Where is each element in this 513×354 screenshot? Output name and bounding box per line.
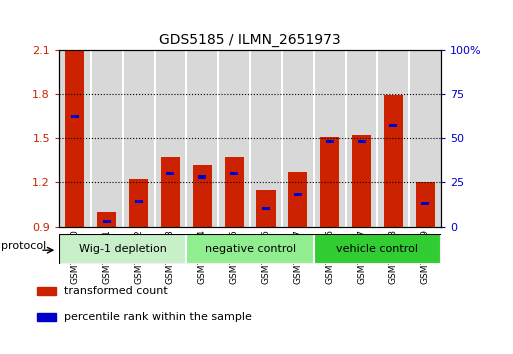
Bar (416, 182, 435, 227)
Bar (384, 95, 403, 227)
Bar (199, 175, 206, 179)
Bar (186, 50, 218, 227)
Bar (186, 234, 314, 264)
Bar (97, 212, 116, 227)
Bar (91, 50, 123, 227)
Bar (409, 50, 441, 227)
Bar (218, 50, 250, 227)
Bar (352, 135, 371, 227)
Text: vehicle control: vehicle control (337, 244, 419, 254)
Bar (250, 50, 282, 227)
Bar (59, 50, 91, 227)
Bar (129, 179, 148, 227)
Bar (193, 165, 212, 227)
Bar (314, 234, 441, 264)
Bar (288, 172, 307, 227)
Bar (326, 140, 333, 143)
Bar (421, 202, 429, 205)
Bar (314, 50, 346, 227)
Bar (167, 172, 174, 175)
Bar (294, 193, 302, 196)
Bar (103, 219, 111, 223)
Bar (389, 124, 398, 127)
Bar (123, 50, 154, 227)
Text: percentile rank within the sample: percentile rank within the sample (64, 312, 252, 322)
Bar (262, 207, 270, 211)
Bar (134, 200, 143, 204)
Bar (282, 50, 314, 227)
Bar (358, 140, 366, 143)
Bar (59, 234, 186, 264)
Title: GDS5185 / ILMN_2651973: GDS5185 / ILMN_2651973 (159, 33, 341, 47)
Bar (37, 313, 56, 320)
Bar (154, 50, 186, 227)
Text: Wig-1 depletion: Wig-1 depletion (79, 244, 167, 254)
Bar (320, 137, 339, 227)
Bar (71, 115, 79, 119)
Bar (378, 50, 409, 227)
Text: transformed count: transformed count (64, 286, 168, 296)
Text: negative control: negative control (205, 244, 295, 254)
Bar (65, 51, 85, 227)
Bar (256, 190, 275, 227)
Bar (346, 50, 378, 227)
Text: protocol: protocol (1, 241, 47, 251)
Bar (225, 157, 244, 227)
Bar (161, 157, 180, 227)
Bar (37, 287, 56, 295)
Bar (230, 172, 238, 175)
